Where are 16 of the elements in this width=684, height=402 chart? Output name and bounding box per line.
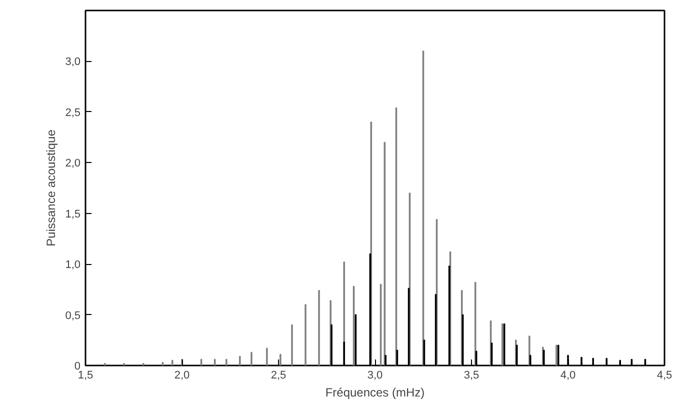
y-tick-label: 1,5 <box>65 208 81 220</box>
y-tick-label: 2,5 <box>65 106 81 119</box>
y-tick-label: 3,0 <box>65 56 81 68</box>
x-tick-label: 4,5 <box>656 370 672 382</box>
x-tick-label: 2,0 <box>174 370 190 382</box>
x-tick-label: 4,0 <box>560 370 576 382</box>
x-tick-label: 3,5 <box>464 370 480 382</box>
y-tick-label: 0 <box>74 360 81 372</box>
x-axis-title: Fréquences (mHz) <box>325 386 425 400</box>
x-tick-label: 3,0 <box>367 370 383 382</box>
y-tick-label: 1,0 <box>65 259 81 272</box>
y-tick-label: 0,5 <box>65 310 81 322</box>
y-axis-title: Puissance acoustique <box>44 129 58 246</box>
x-tick-label: 1,5 <box>78 370 94 382</box>
y-tick-label: 2,0 <box>65 158 81 170</box>
x-tick-label: 2,5 <box>270 370 286 382</box>
